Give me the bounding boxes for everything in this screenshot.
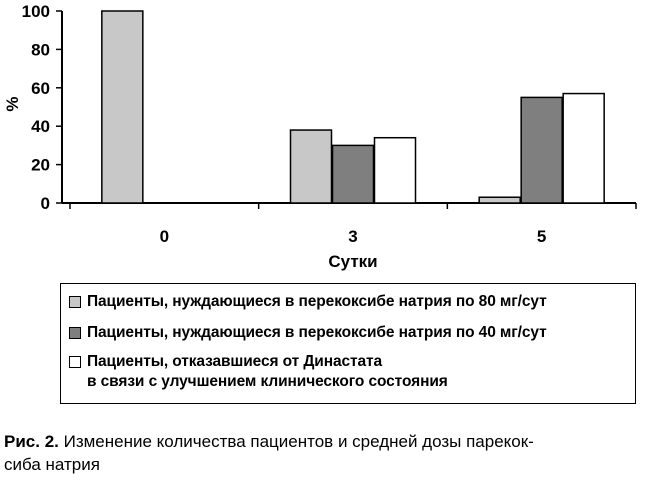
figure-caption: Рис. 2. Изменение количества пациентов и…	[4, 430, 644, 476]
y-tick-label: 0	[41, 194, 50, 213]
caption-text: Изменение количества пациентов и средней…	[4, 432, 534, 474]
legend-item-refused: Пациенты, отказавшиеся от Династата в св…	[69, 352, 448, 392]
legend-swatch-40mg	[69, 327, 81, 339]
bar-series-3-cat-3	[373, 136, 417, 204]
y-axis-label: %	[3, 96, 22, 111]
bar-series-3-cat-5	[562, 92, 605, 204]
bar-series-2-cat-5	[520, 96, 563, 204]
y-tick-label: 80	[31, 40, 50, 59]
legend-swatch-refused	[69, 356, 81, 368]
y-tick-label: 20	[31, 156, 50, 175]
bar-series-1-cat-5	[478, 196, 521, 204]
chart-legend: Пациенты, нуждающиеся в перекоксибе натр…	[60, 283, 636, 404]
bar-series-1-cat-0	[101, 10, 144, 204]
x-tick-label: 3	[348, 227, 357, 246]
bar-series-2-cat-3	[331, 144, 375, 204]
legend-label-80mg: Пациенты, нуждающиеся в перекоксибе натр…	[87, 293, 547, 310]
bar-chart: 0 20 40 60 80 100 0 3 5 % Сутки	[3, 2, 637, 271]
y-tick-label: 100	[22, 2, 50, 21]
y-tick-label: 60	[31, 79, 50, 98]
chart-bars	[101, 10, 605, 204]
legend-label-refused: Пациенты, отказавшиеся от Династата в св…	[87, 353, 448, 390]
y-tick-label: 40	[31, 117, 50, 136]
chart-ticks: 0 20 40 60 80 100 0 3 5	[22, 2, 637, 246]
legend-item-40mg: Пациенты, нуждающиеся в перекоксибе натр…	[69, 323, 547, 343]
x-tick-label: 0	[160, 227, 169, 246]
legend-label-40mg: Пациенты, нуждающиеся в перекоксибе натр…	[87, 324, 547, 341]
x-tick-label: 5	[537, 227, 546, 246]
legend-swatch-80mg	[69, 296, 81, 308]
x-axis-label: Сутки	[328, 252, 377, 271]
bar-series-1-cat-3	[289, 129, 333, 204]
legend-item-80mg: Пациенты, нуждающиеся в перекоксибе натр…	[69, 292, 547, 312]
caption-label: Рис. 2.	[4, 432, 59, 451]
